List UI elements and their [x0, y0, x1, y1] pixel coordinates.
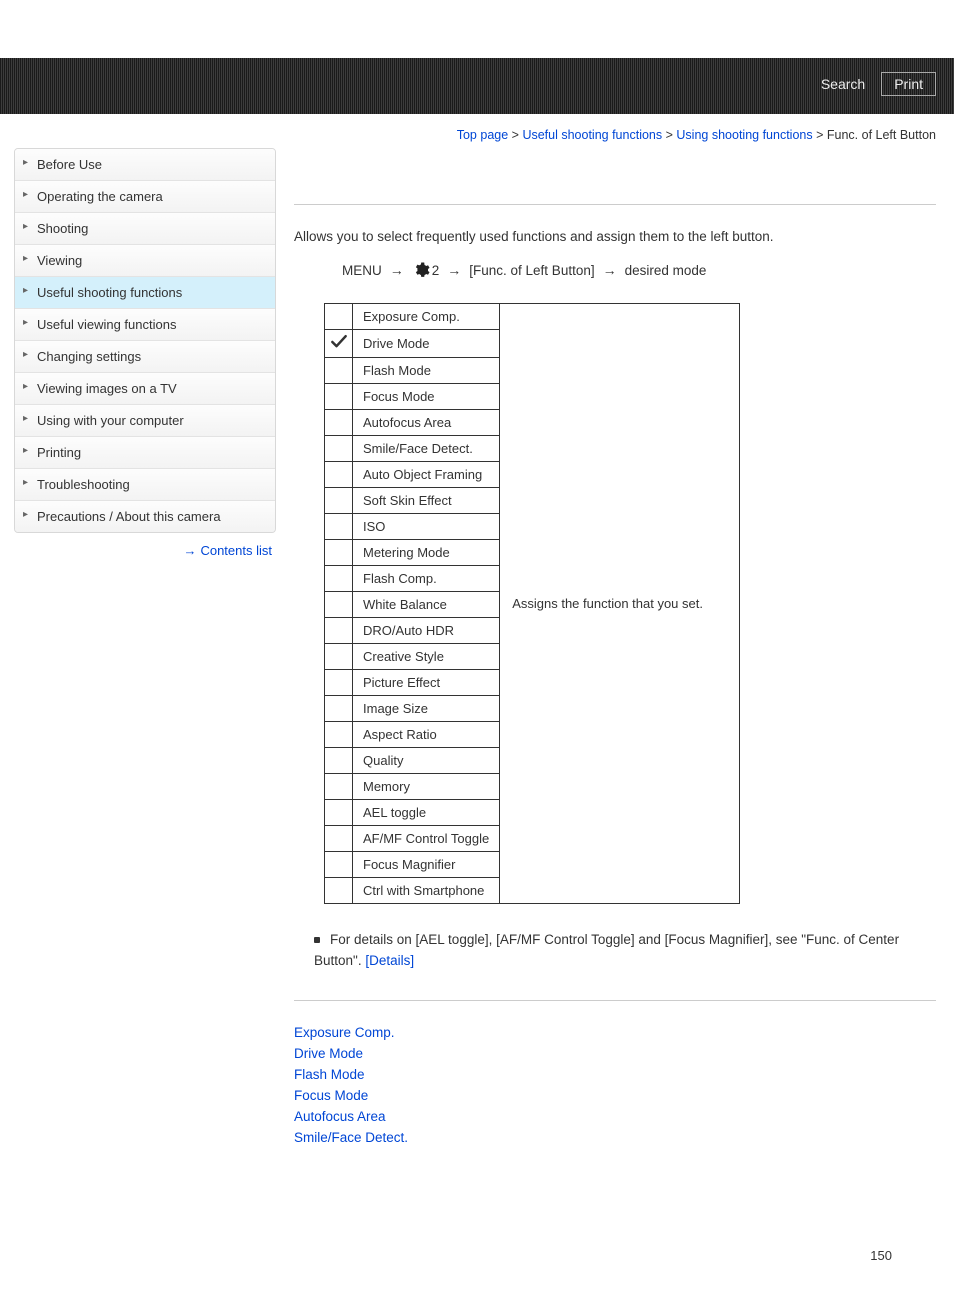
check-cell	[325, 410, 353, 436]
bullet-icon	[314, 937, 320, 943]
function-name: Focus Magnifier	[353, 852, 500, 878]
function-name: Flash Comp.	[353, 566, 500, 592]
function-name: Exposure Comp.	[353, 304, 500, 330]
check-icon	[329, 340, 349, 355]
related-link[interactable]: Flash Mode	[294, 1065, 936, 1086]
function-name: DRO/Auto HDR	[353, 618, 500, 644]
check-cell	[325, 878, 353, 904]
intro-text: Allows you to select frequently used fun…	[294, 223, 936, 257]
check-cell	[325, 384, 353, 410]
check-cell	[325, 618, 353, 644]
function-name: Focus Mode	[353, 384, 500, 410]
check-cell	[325, 540, 353, 566]
related-link[interactable]: Autofocus Area	[294, 1107, 936, 1128]
divider	[294, 204, 936, 205]
sidebar-item[interactable]: Before Use	[15, 149, 275, 180]
function-name: Autofocus Area	[353, 410, 500, 436]
check-cell	[325, 592, 353, 618]
menu-label: MENU	[342, 263, 382, 278]
function-table: Exposure Comp.Assigns the function that …	[324, 303, 740, 904]
breadcrumb-link[interactable]: Top page	[457, 128, 508, 142]
related-link[interactable]: Drive Mode	[294, 1044, 936, 1065]
sidebar-item[interactable]: Viewing	[15, 245, 275, 276]
function-name: Soft Skin Effect	[353, 488, 500, 514]
check-cell	[325, 670, 353, 696]
function-name: Drive Mode	[353, 330, 500, 358]
breadcrumb-current: Func. of Left Button	[827, 128, 936, 142]
related-link[interactable]: Focus Mode	[294, 1086, 936, 1107]
check-cell	[325, 462, 353, 488]
function-name: Flash Mode	[353, 358, 500, 384]
check-cell	[325, 514, 353, 540]
sidebar-item[interactable]: Viewing images on a TV	[15, 373, 275, 404]
top-bar: Search Print	[0, 58, 954, 114]
page-number: 150	[870, 1248, 892, 1263]
search-link[interactable]: Search	[813, 72, 873, 96]
breadcrumb-link[interactable]: Using shooting functions	[676, 128, 812, 142]
function-name: AF/MF Control Toggle	[353, 826, 500, 852]
sidebar-item[interactable]: Printing	[15, 437, 275, 468]
check-cell	[325, 696, 353, 722]
check-cell	[325, 722, 353, 748]
breadcrumb: Top page > Useful shooting functions > U…	[0, 114, 954, 148]
divider	[294, 1000, 936, 1001]
related-link[interactable]: Smile/Face Detect.	[294, 1128, 936, 1149]
sidebar-item[interactable]: Changing settings	[15, 341, 275, 372]
sidebar-item[interactable]: Troubleshooting	[15, 469, 275, 500]
function-name: Creative Style	[353, 644, 500, 670]
function-name: Metering Mode	[353, 540, 500, 566]
sidebar: Before UseOperating the cameraShootingVi…	[14, 148, 276, 1149]
function-name: Quality	[353, 748, 500, 774]
sidebar-item[interactable]: Useful shooting functions	[15, 277, 275, 308]
function-name: Picture Effect	[353, 670, 500, 696]
gear-number: 2	[432, 263, 440, 278]
menu-path: MENU → 2 → [Func. of Left Button] → desi…	[294, 257, 936, 297]
contents-list-label[interactable]: Contents list	[200, 543, 272, 558]
print-button[interactable]: Print	[881, 72, 936, 96]
sidebar-item[interactable]: Shooting	[15, 213, 275, 244]
function-name: ISO	[353, 514, 500, 540]
function-name: AEL toggle	[353, 800, 500, 826]
details-link[interactable]: [Details]	[365, 953, 414, 968]
check-cell	[325, 330, 353, 358]
check-cell	[325, 358, 353, 384]
arrow-icon: →	[447, 262, 461, 278]
function-name: Smile/Face Detect.	[353, 436, 500, 462]
related-list: Exposure Comp.Drive ModeFlash ModeFocus …	[294, 1023, 936, 1149]
table-description: Assigns the function that you set.	[500, 304, 740, 904]
sidebar-item[interactable]: Using with your computer	[15, 405, 275, 436]
arrow-icon: →	[603, 262, 617, 278]
arrow-icon: →	[183, 543, 196, 558]
function-name: Aspect Ratio	[353, 722, 500, 748]
sidebar-item[interactable]: Useful viewing functions	[15, 309, 275, 340]
function-name: Ctrl with Smartphone	[353, 878, 500, 904]
function-name: Auto Object Framing	[353, 462, 500, 488]
check-cell	[325, 304, 353, 330]
function-name: Image Size	[353, 696, 500, 722]
contents-list-link[interactable]: → Contents list	[14, 533, 276, 568]
breadcrumb-link[interactable]: Useful shooting functions	[522, 128, 662, 142]
check-cell	[325, 748, 353, 774]
function-name: Memory	[353, 774, 500, 800]
main-content: Allows you to select frequently used fun…	[294, 148, 940, 1149]
check-cell	[325, 436, 353, 462]
check-cell	[325, 566, 353, 592]
sidebar-item[interactable]: Precautions / About this camera	[15, 501, 275, 532]
check-cell	[325, 488, 353, 514]
check-cell	[325, 800, 353, 826]
note: For details on [AEL toggle], [AF/MF Cont…	[294, 924, 936, 990]
check-cell	[325, 826, 353, 852]
arrow-icon: →	[390, 262, 404, 278]
sidebar-item[interactable]: Operating the camera	[15, 181, 275, 212]
check-cell	[325, 644, 353, 670]
nav-list: Before UseOperating the cameraShootingVi…	[14, 148, 276, 533]
bracket-label: [Func. of Left Button]	[469, 263, 594, 278]
check-cell	[325, 852, 353, 878]
check-cell	[325, 774, 353, 800]
desired-label: desired mode	[625, 263, 707, 278]
gear-icon: 2	[412, 261, 440, 279]
related-link[interactable]: Exposure Comp.	[294, 1023, 936, 1044]
function-name: White Balance	[353, 592, 500, 618]
